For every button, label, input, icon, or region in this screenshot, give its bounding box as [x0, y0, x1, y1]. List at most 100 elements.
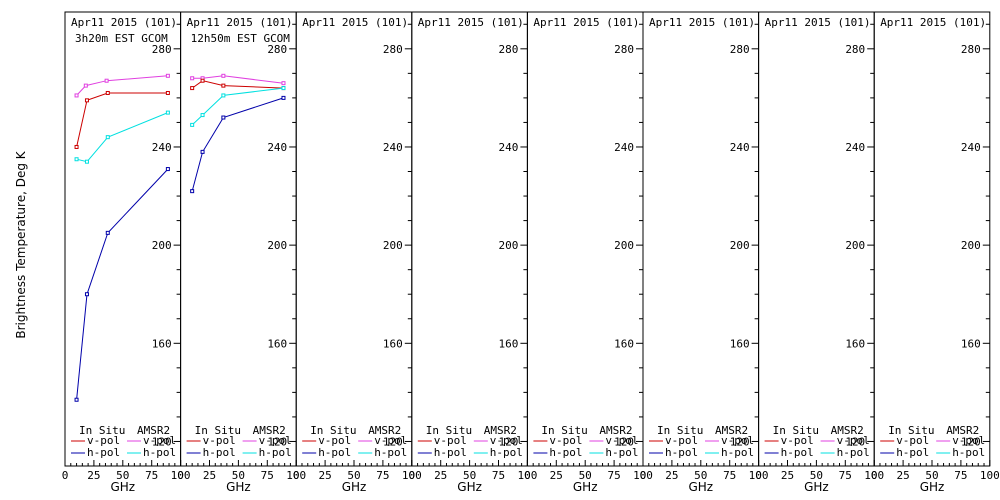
legend-header-amsr2: AMSR2 — [946, 424, 979, 437]
x-tick-label: 25 — [550, 469, 563, 482]
panel-subtitle: 12h50m EST GCOM — [191, 32, 291, 45]
y-tick-label: 200 — [267, 239, 287, 252]
y-tick-label: 120 — [730, 435, 750, 448]
x-tick-label: 75 — [261, 469, 274, 482]
panel-1: Apr11 2015 (101) 3h20m EST GCOM 120 160 200 2… — [62, 11, 191, 494]
x-tick-label: 50 — [116, 469, 129, 482]
x-tick-label: 50 — [347, 469, 360, 482]
y-tick-label: 200 — [961, 239, 981, 252]
x-tick-label: 100 — [980, 469, 1000, 482]
x-axis-title: GHz — [457, 480, 482, 494]
data-point-amsr2-h — [281, 86, 286, 91]
data-point-amsr2-v — [83, 83, 88, 88]
legend-item-insitu: v-pol — [781, 434, 814, 447]
panel-title: Apr11 2015 (101) — [302, 16, 408, 29]
legend-header-insitu: In Situ — [79, 424, 125, 437]
data-point-insitu-v — [200, 78, 205, 83]
panel-2: Apr11 2015 (101) 12h50m EST GCOM 120 160 200… — [177, 11, 306, 494]
panel-7: Apr11 2015 (101) 120 160 200 240 280 0 25 50 75 10… — [755, 11, 884, 494]
x-axis-title: GHz — [573, 480, 598, 494]
legend-header-amsr2: AMSR2 — [368, 424, 401, 437]
legend-item-amsr2: v-pol — [259, 434, 292, 447]
panel-title: Apr11 2015 (101) — [649, 16, 755, 29]
panel-title: Apr11 2015 (101) — [533, 16, 639, 29]
data-point-amsr2-h — [165, 110, 170, 115]
y-tick-label: 200 — [152, 239, 172, 252]
x-tick-label: 0 — [524, 469, 531, 482]
data-point-amsr2-h — [84, 159, 89, 164]
x-tick-label: 0 — [177, 469, 184, 482]
panel-subtitle: 3h20m EST GCOM — [75, 32, 168, 45]
legend-item-amsr2: h-pol — [259, 446, 292, 459]
panel-6: Apr11 2015 (101) 120 160 200 240 280 0 25 50 75 10… — [640, 11, 769, 494]
data-point-amsr2-h — [74, 157, 79, 162]
panel-4: Apr11 2015 (101) 120 160 200 240 280 0 25 50 75 10… — [408, 11, 537, 494]
data-point-amsr2-v — [221, 73, 226, 78]
y-tick-label: 240 — [845, 141, 865, 154]
y-tick-label: 280 — [267, 43, 287, 56]
y-tick-label: 200 — [730, 239, 750, 252]
x-tick-label: 75 — [954, 469, 967, 482]
y-tick-label: 280 — [614, 43, 634, 56]
y-tick-label: 160 — [267, 337, 287, 350]
y-tick-label: 120 — [961, 435, 981, 448]
y-tick-label: 240 — [152, 141, 172, 154]
data-point-insitu-v — [74, 144, 79, 149]
legend-item-insitu: h-pol — [318, 446, 351, 459]
legend-header-amsr2: AMSR2 — [831, 424, 864, 437]
legend-item-amsr2: h-pol — [605, 446, 638, 459]
legend-header-insitu: In Situ — [541, 424, 587, 437]
y-tick-label: 120 — [845, 435, 865, 448]
legend-item-insitu: h-pol — [896, 446, 929, 459]
legend-item-insitu: v-pol — [203, 434, 236, 447]
legend-item-amsr2: h-pol — [837, 446, 870, 459]
legend-item-amsr2: v-pol — [721, 434, 754, 447]
x-tick-label: 50 — [810, 469, 823, 482]
data-point-insitu-h — [200, 149, 205, 154]
y-tick-label: 280 — [152, 43, 172, 56]
x-tick-label: 100 — [749, 469, 769, 482]
x-tick-label: 25 — [203, 469, 216, 482]
x-tick-label: 100 — [286, 469, 306, 482]
legend-item-amsr2: h-pol — [374, 446, 407, 459]
x-tick-label: 50 — [925, 469, 938, 482]
data-point-amsr2-h — [221, 93, 226, 98]
panel-title: Apr11 2015 (101) — [418, 16, 524, 29]
y-tick-label: 240 — [267, 141, 287, 154]
data-point-insitu-v — [190, 86, 195, 91]
data-point-insitu-h — [105, 230, 110, 235]
legend-item-amsr2: v-pol — [374, 434, 407, 447]
y-tick-label: 240 — [961, 141, 981, 154]
x-axis-title: GHz — [920, 480, 945, 494]
x-tick-label: 100 — [402, 469, 422, 482]
y-tick-label: 240 — [383, 141, 403, 154]
x-tick-label: 0 — [640, 469, 647, 482]
x-axis-title: GHz — [804, 480, 829, 494]
y-tick-label: 160 — [499, 337, 519, 350]
x-axis-title: GHz — [342, 480, 367, 494]
y-tick-label: 200 — [383, 239, 403, 252]
panel-5: Apr11 2015 (101) 120 160 200 240 280 0 25 50 75 10… — [524, 11, 653, 494]
legend-item-insitu: h-pol — [549, 446, 582, 459]
data-point-insitu-v — [105, 90, 110, 95]
series-line-amsr2-v — [192, 75, 284, 84]
x-tick-label: 0 — [408, 469, 415, 482]
x-tick-label: 100 — [633, 469, 653, 482]
legend-header-insitu: In Situ — [426, 424, 472, 437]
data-point-insitu-v — [84, 98, 89, 103]
data-point-insitu-h — [84, 292, 89, 297]
legend-item-insitu: v-pol — [549, 434, 582, 447]
x-tick-label: 50 — [579, 469, 592, 482]
series-line-insitu-v — [76, 92, 168, 148]
data-point-amsr2-v — [190, 76, 195, 81]
x-tick-label: 75 — [839, 469, 852, 482]
data-point-amsr2-v — [165, 73, 170, 78]
x-tick-label: 25 — [318, 469, 331, 482]
legend-item-amsr2: h-pol — [952, 446, 985, 459]
legend-item-amsr2: v-pol — [143, 434, 176, 447]
legend-item-insitu: v-pol — [896, 434, 929, 447]
y-axis-title: Brightness Temperature, Deg K — [14, 150, 28, 338]
legend-item-insitu: h-pol — [203, 446, 236, 459]
y-tick-label: 280 — [845, 43, 865, 56]
